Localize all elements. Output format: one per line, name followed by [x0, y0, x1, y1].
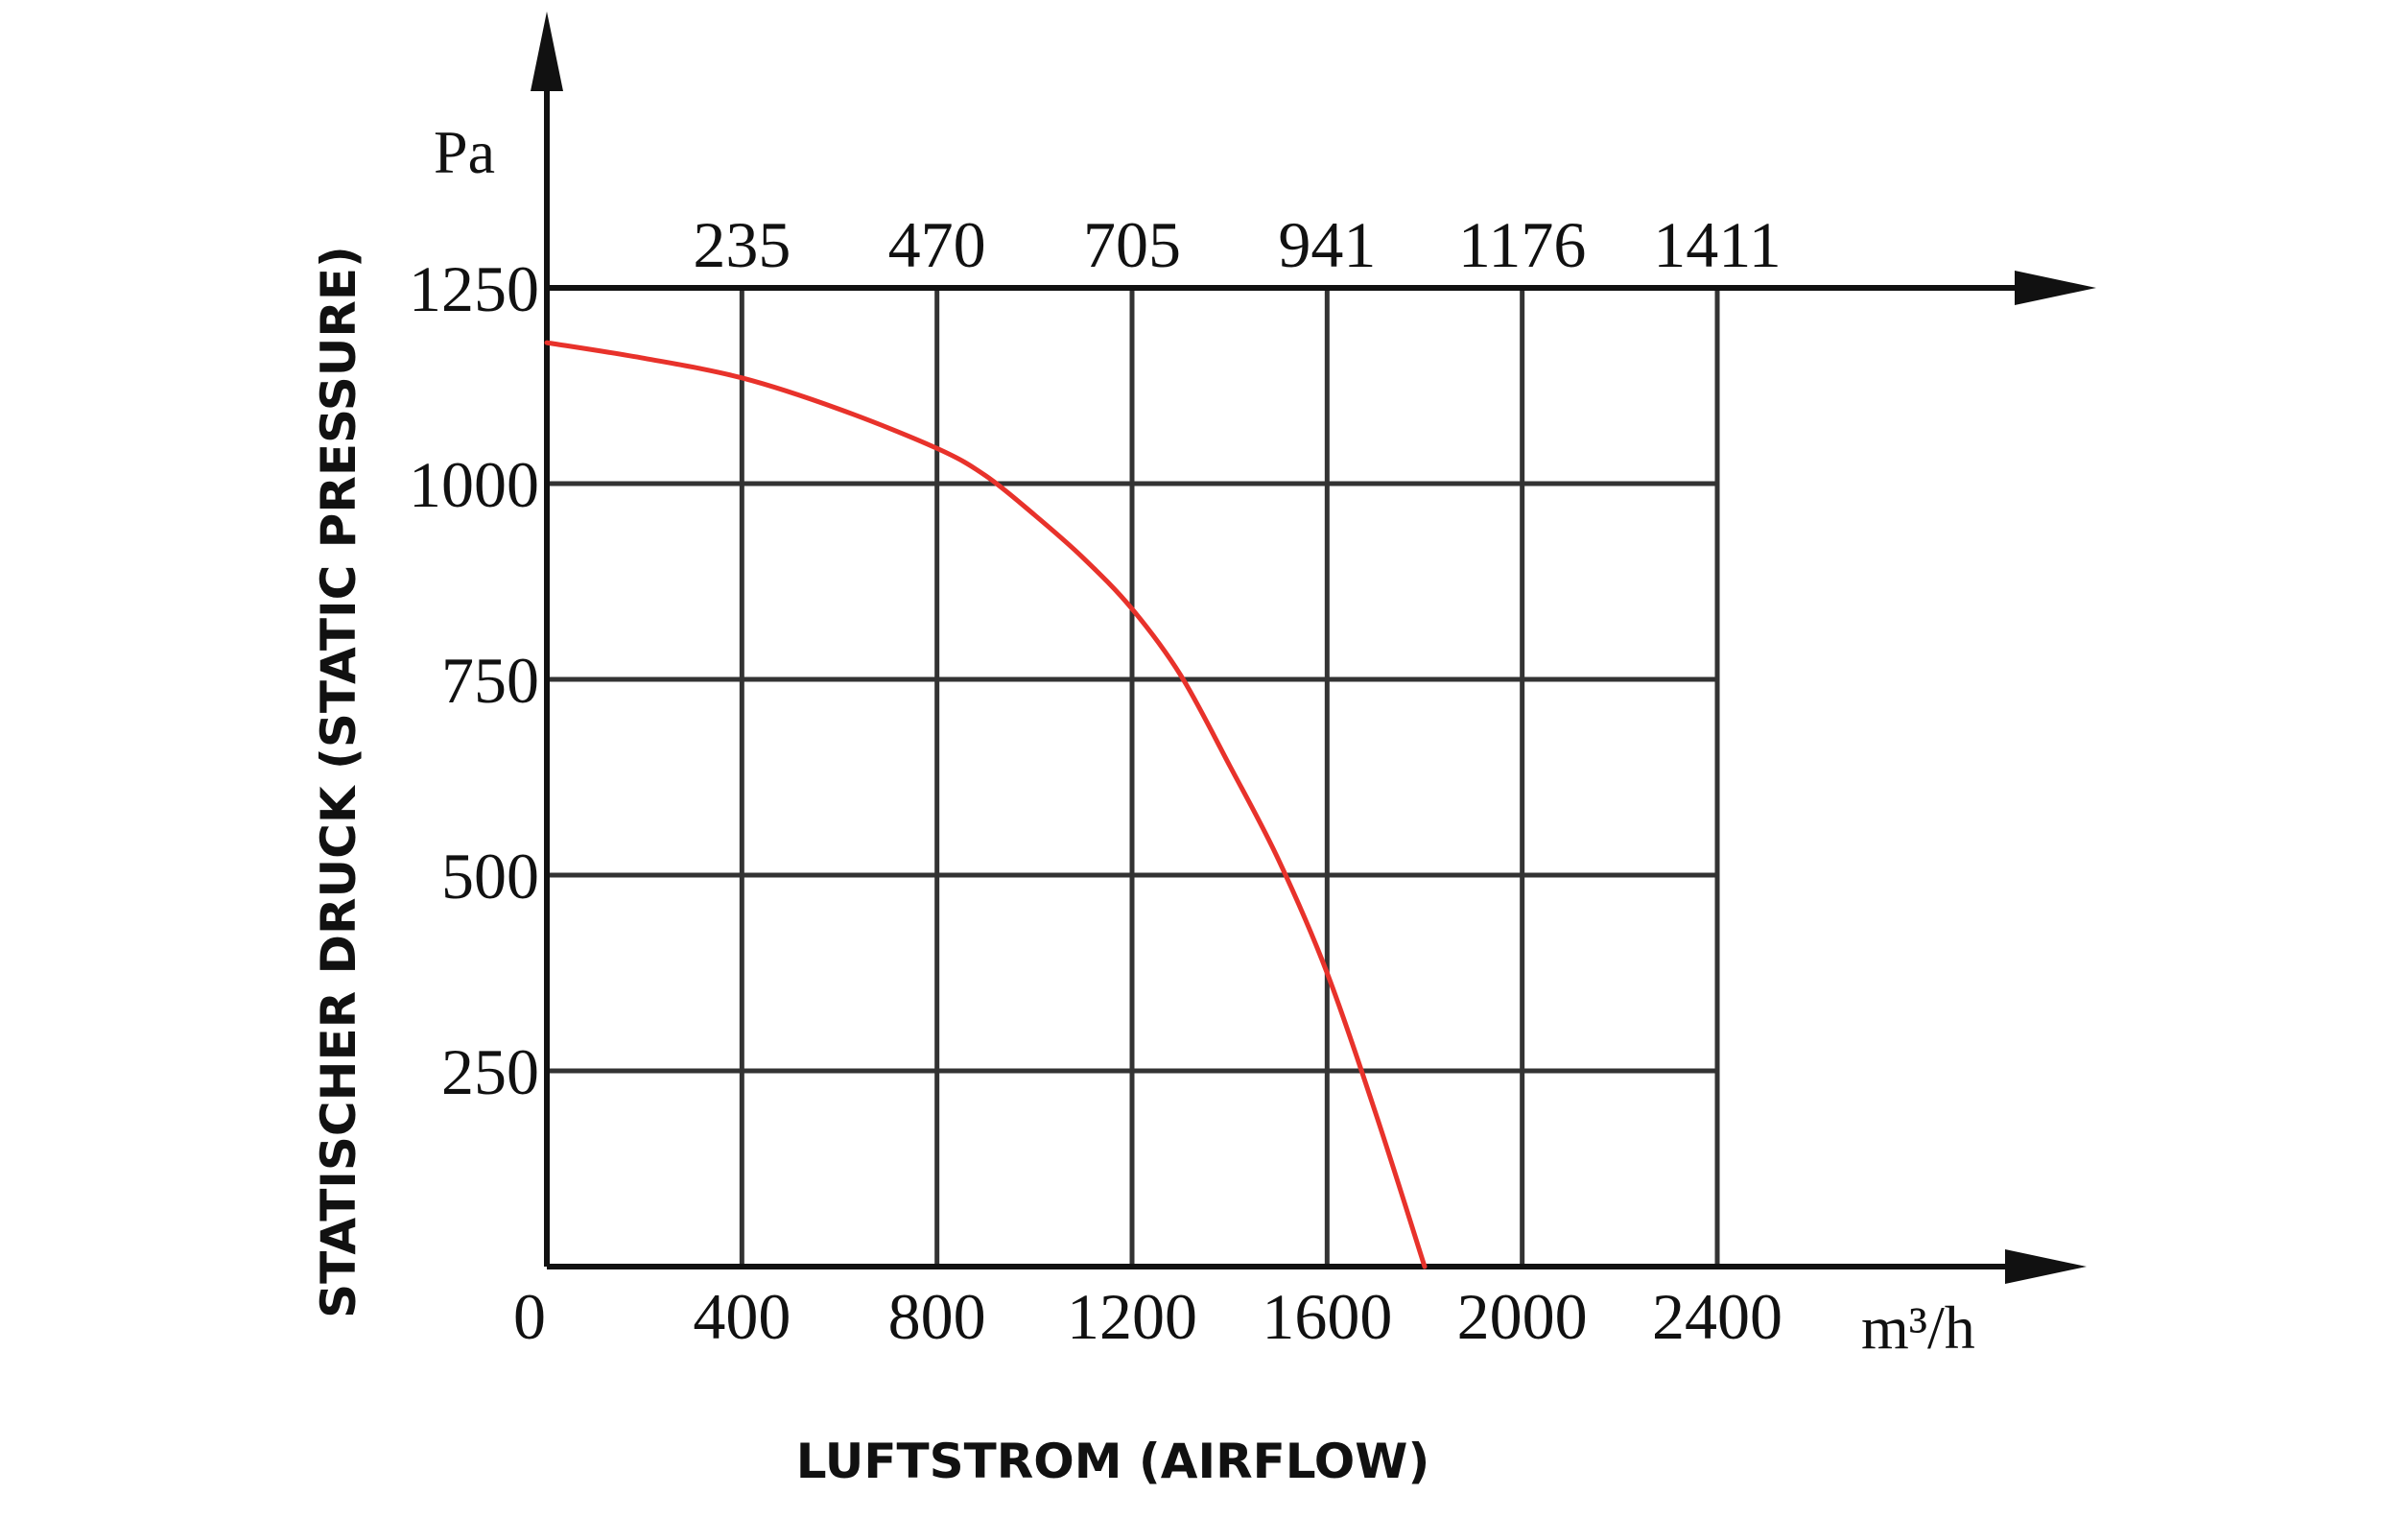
x-axis-title: LUFTSTROM (AIRFLOW) [796, 1434, 1430, 1489]
x-tick-label: 800 [888, 1280, 986, 1353]
y-unit-label: Pa [434, 118, 495, 186]
top-tick-label: 705 [1083, 208, 1181, 281]
y-axis-arrow [531, 12, 563, 91]
top-axis-arrow [2015, 271, 2096, 305]
tick-labels: 0 400 800 1200 1600 2000 2400 235 470 705 941 1176 1… [409, 208, 1782, 1353]
top-tick-label: 941 [1278, 208, 1376, 281]
series-points [546, 343, 1426, 1268]
x-axis-arrow [2005, 1249, 2087, 1284]
grid [547, 288, 1720, 1267]
x-tick-label: 0 [513, 1280, 546, 1353]
top-tick-label: 1176 [1458, 208, 1586, 281]
y-axis-title: STATISCHER DRUCK (STATIC PRESSURE) [311, 246, 366, 1318]
axes [531, 12, 2096, 1284]
x-tick-label: 400 [693, 1280, 791, 1353]
top-tick-label: 1411 [1653, 208, 1781, 281]
y-tick-label: 250 [441, 1035, 539, 1108]
x-tick-label: 2400 [1652, 1280, 1782, 1353]
x-tick-label: 1200 [1067, 1280, 1197, 1353]
y-tick-label: 1250 [409, 252, 539, 325]
top-tick-label: 235 [693, 208, 791, 281]
top-tick-label: 470 [888, 208, 986, 281]
x-tick-label: 2000 [1457, 1280, 1588, 1353]
y-tick-label: 750 [441, 644, 539, 717]
x-unit-label: m³/h [1861, 1293, 1975, 1362]
x-tick-label: 1600 [1262, 1280, 1392, 1353]
y-tick-label: 500 [441, 840, 539, 913]
y-tick-label: 1000 [409, 448, 539, 521]
